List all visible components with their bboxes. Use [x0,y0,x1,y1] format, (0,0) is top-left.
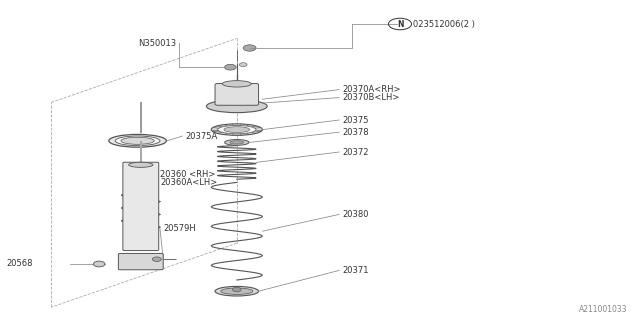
Ellipse shape [223,81,252,87]
Text: 20375: 20375 [342,116,369,124]
Text: 20370A<RH>: 20370A<RH> [342,85,401,94]
FancyBboxPatch shape [123,162,159,251]
Text: N350013: N350013 [138,39,176,48]
Text: 20372: 20372 [342,148,369,156]
Text: 20370B<LH>: 20370B<LH> [342,93,400,102]
Circle shape [225,64,236,70]
Text: 20378: 20378 [342,128,369,137]
Text: 20568: 20568 [6,260,33,268]
Ellipse shape [211,124,262,135]
Circle shape [152,257,161,261]
FancyBboxPatch shape [118,253,163,270]
Ellipse shape [115,136,160,146]
Text: 023512006(2 ): 023512006(2 ) [413,20,475,28]
Ellipse shape [218,125,256,134]
Circle shape [243,45,256,51]
Text: 20380: 20380 [342,210,369,219]
Ellipse shape [215,286,259,296]
Ellipse shape [224,127,250,132]
Text: 20360 <RH>: 20360 <RH> [160,170,216,179]
Circle shape [239,63,247,67]
Ellipse shape [206,100,268,113]
Text: 20371: 20371 [342,266,369,275]
Text: 20579H: 20579H [163,224,196,233]
Ellipse shape [225,140,249,145]
Text: 20375A: 20375A [186,132,218,140]
Circle shape [232,287,241,292]
Ellipse shape [221,288,253,294]
FancyBboxPatch shape [215,84,259,105]
Text: N: N [397,20,403,28]
Circle shape [93,261,105,267]
Ellipse shape [230,141,244,144]
Ellipse shape [121,137,154,144]
Text: 20360A<LH>: 20360A<LH> [160,178,217,187]
Ellipse shape [129,162,153,167]
Ellipse shape [109,134,166,147]
Text: A211001033: A211001033 [579,305,627,314]
